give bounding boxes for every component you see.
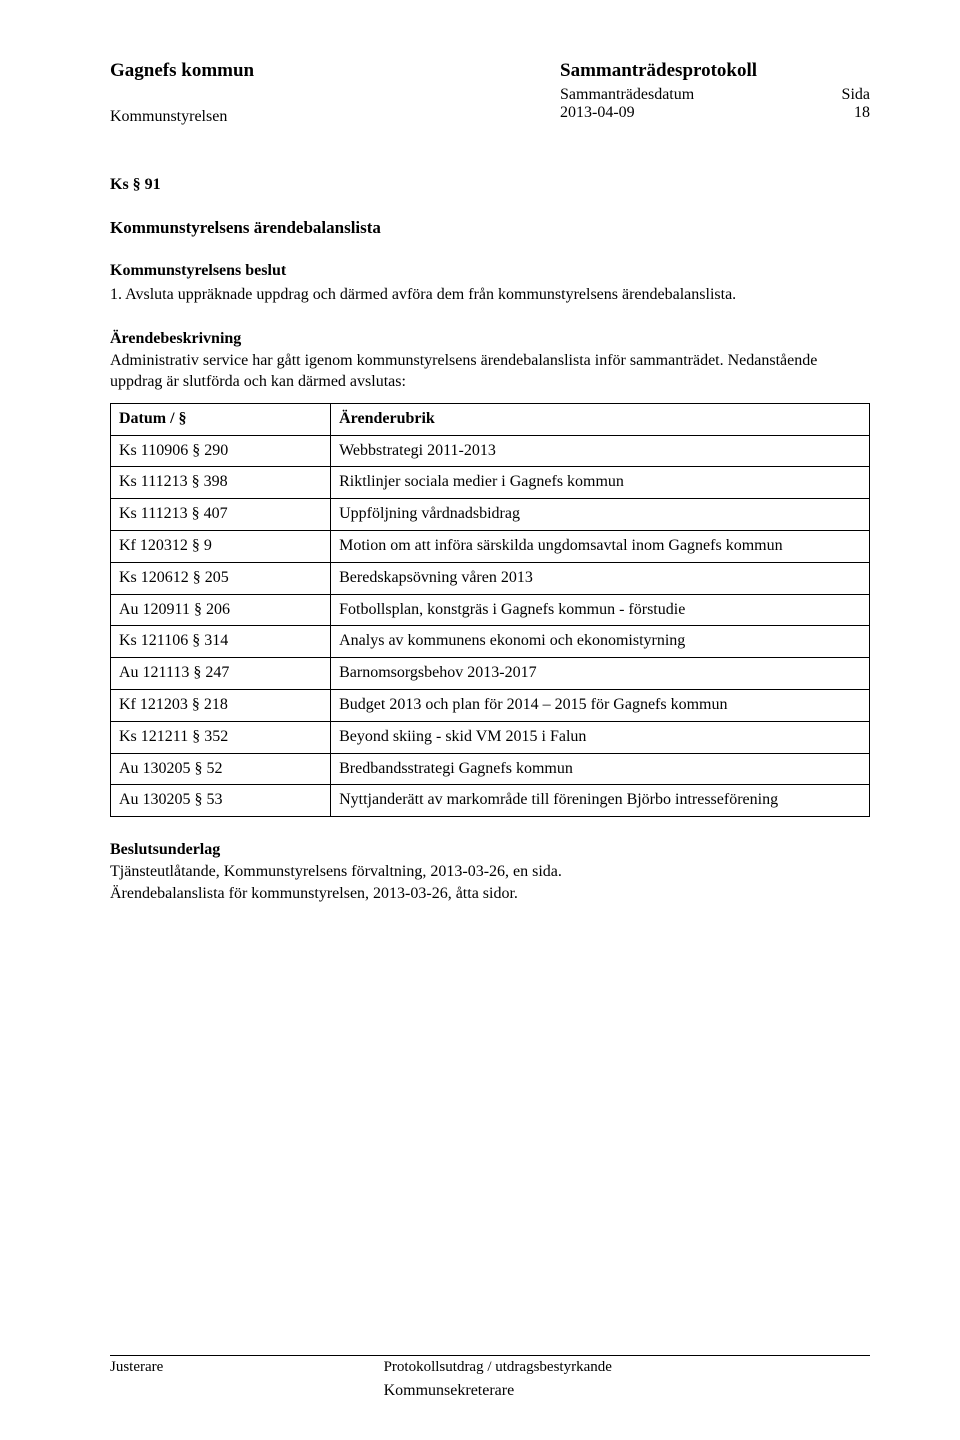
document-header: Gagnefs kommun Kommunstyrelsen Sammanträ… — [110, 60, 870, 126]
table-header-row: Datum / § Ärenderubrik — [111, 403, 870, 435]
cell-date: Ks 120612 § 205 — [111, 562, 331, 594]
body-name: Kommunstyrelsen — [110, 108, 420, 126]
decision-header: Kommunstyrelsens beslut — [110, 262, 870, 280]
cell-rubrik: Bredbandsstrategi Gagnefs kommun — [331, 753, 870, 785]
page: Gagnefs kommun Kommunstyrelsen Sammanträ… — [0, 0, 960, 1440]
footer-right-sub: Kommunsekreterare — [384, 1382, 870, 1400]
table-row: Au 121113 § 247Barnomsorgsbehov 2013-201… — [111, 658, 870, 690]
section-title: Kommunstyrelsens ärendebalanslista — [110, 218, 870, 238]
decision-text: 1. Avsluta uppräknade uppdrag och därmed… — [110, 284, 870, 306]
footer-right: Protokollsutdrag / utdragsbestyrkande Ko… — [384, 1355, 870, 1400]
cell-date: Ks 121211 § 352 — [111, 721, 331, 753]
table-row: Ks 121106 § 314Analys av kommunens ekono… — [111, 626, 870, 658]
cell-rubrik: Fotbollsplan, konstgräs i Gagnefs kommun… — [331, 594, 870, 626]
cell-date: Kf 121203 § 218 — [111, 689, 331, 721]
cell-date: Ks 121106 § 314 — [111, 626, 331, 658]
col-date-header: Datum / § — [111, 403, 331, 435]
page-value: 18 — [854, 104, 870, 122]
assignments-table: Datum / § Ärenderubrik Ks 110906 § 290We… — [110, 403, 870, 817]
cell-rubrik: Nyttjanderätt av markområde till förenin… — [331, 785, 870, 817]
table-row: Au 130205 § 52Bredbandsstrategi Gagnefs … — [111, 753, 870, 785]
description-text: Administrativ service har gått igenom ko… — [110, 350, 870, 393]
cell-date: Au 130205 § 53 — [111, 785, 331, 817]
basis-body: Tjänsteutlåtande, Kommunstyrelsens förva… — [110, 861, 870, 904]
table-row: Au 120911 § 206Fotbollsplan, konstgräs i… — [111, 594, 870, 626]
footer-left: Justerare — [110, 1355, 384, 1400]
cell-rubrik: Uppföljning vårdnadsbidrag — [331, 499, 870, 531]
col-rubrik-header: Ärenderubrik — [331, 403, 870, 435]
table-row: Au 130205 § 53Nyttjanderätt av markområd… — [111, 785, 870, 817]
table-row: Ks 111213 § 398Riktlinjer sociala medier… — [111, 467, 870, 499]
header-labels: Sammanträdesdatum Sida — [560, 86, 870, 104]
org-name: Gagnefs kommun — [110, 60, 420, 82]
basis-line-1: Tjänsteutlåtande, Kommunstyrelsens förva… — [110, 861, 870, 883]
date-label: Sammanträdesdatum — [560, 86, 694, 104]
cell-date: Au 120911 § 206 — [111, 594, 331, 626]
description-header: Ärendebeskrivning — [110, 330, 870, 348]
date-value: 2013-04-09 — [560, 104, 635, 122]
cell-date: Au 130205 § 52 — [111, 753, 331, 785]
table-row: Kf 121203 § 218Budget 2013 och plan för … — [111, 689, 870, 721]
doc-type: Sammanträdesprotokoll — [560, 60, 870, 82]
header-right: Sammanträdesprotokoll Sammanträdesdatum … — [420, 60, 870, 126]
cell-date: Ks 110906 § 290 — [111, 435, 331, 467]
header-values: 2013-04-09 18 — [560, 104, 870, 122]
section-ref: Ks § 91 — [110, 176, 870, 194]
basis-line-2: Ärendebalanslista för kommunstyrelsen, 2… — [110, 883, 870, 905]
basis-header: Beslutsunderlag — [110, 841, 870, 859]
cell-rubrik: Beredskapsövning våren 2013 — [331, 562, 870, 594]
cell-rubrik: Motion om att införa särskilda ungdomsav… — [331, 530, 870, 562]
table-row: Kf 120312 § 9Motion om att införa särski… — [111, 530, 870, 562]
page-footer: Justerare Protokollsutdrag / utdragsbest… — [110, 1355, 870, 1400]
table-row: Ks 120612 § 205Beredskapsövning våren 20… — [111, 562, 870, 594]
cell-rubrik: Barnomsorgsbehov 2013-2017 — [331, 658, 870, 690]
footer-right-label: Protokollsutdrag / utdragsbestyrkande — [384, 1359, 870, 1376]
cell-date: Au 121113 § 247 — [111, 658, 331, 690]
cell-rubrik: Beyond skiing - skid VM 2015 i Falun — [331, 721, 870, 753]
header-left: Gagnefs kommun Kommunstyrelsen — [110, 60, 420, 126]
table-row: Ks 111213 § 407Uppföljning vårdnadsbidra… — [111, 499, 870, 531]
page-label: Sida — [842, 86, 870, 104]
cell-rubrik: Riktlinjer sociala medier i Gagnefs komm… — [331, 467, 870, 499]
cell-date: Ks 111213 § 398 — [111, 467, 331, 499]
cell-date: Ks 111213 § 407 — [111, 499, 331, 531]
cell-date: Kf 120312 § 9 — [111, 530, 331, 562]
table-row: Ks 110906 § 290Webbstrategi 2011-2013 — [111, 435, 870, 467]
table-row: Ks 121211 § 352Beyond skiing - skid VM 2… — [111, 721, 870, 753]
cell-rubrik: Budget 2013 och plan för 2014 – 2015 för… — [331, 689, 870, 721]
cell-rubrik: Webbstrategi 2011-2013 — [331, 435, 870, 467]
cell-rubrik: Analys av kommunens ekonomi och ekonomis… — [331, 626, 870, 658]
